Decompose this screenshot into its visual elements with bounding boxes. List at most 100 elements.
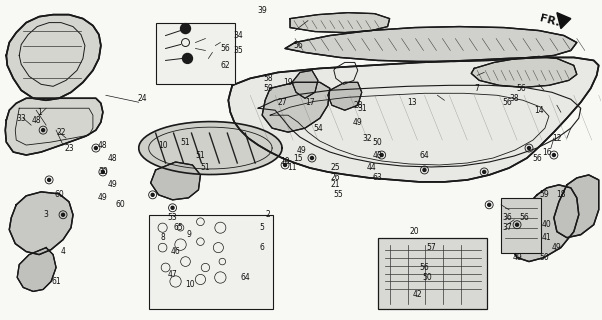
- Text: FR.: FR.: [539, 13, 561, 28]
- Polygon shape: [328, 82, 362, 110]
- Text: 25: 25: [330, 164, 340, 172]
- Circle shape: [48, 179, 51, 181]
- Text: 48: 48: [108, 154, 117, 163]
- Text: 8: 8: [160, 233, 165, 242]
- Polygon shape: [17, 248, 56, 292]
- Text: 60: 60: [116, 200, 126, 209]
- Text: 49: 49: [108, 180, 118, 189]
- Text: 15: 15: [293, 154, 303, 163]
- Text: 56: 56: [502, 98, 512, 107]
- Polygon shape: [285, 27, 577, 61]
- Text: 62: 62: [220, 61, 230, 70]
- Bar: [501, 198, 541, 252]
- Text: 64: 64: [240, 273, 250, 282]
- Text: 51: 51: [181, 138, 190, 147]
- Circle shape: [181, 24, 190, 34]
- Text: 13: 13: [407, 98, 417, 107]
- Text: 50: 50: [423, 273, 432, 282]
- Text: 33: 33: [16, 114, 26, 123]
- Text: 37: 37: [502, 223, 512, 232]
- Text: 10: 10: [185, 280, 195, 289]
- Text: 65: 65: [173, 223, 184, 232]
- Polygon shape: [5, 98, 103, 155]
- Text: 46: 46: [171, 247, 181, 256]
- Text: 40: 40: [542, 220, 552, 229]
- Text: 60: 60: [54, 190, 64, 199]
- Text: 59: 59: [263, 84, 273, 93]
- Text: 44: 44: [367, 164, 377, 172]
- Text: 23: 23: [64, 144, 74, 153]
- Text: 9: 9: [186, 230, 191, 239]
- Text: 41: 41: [542, 233, 552, 242]
- Text: 56: 56: [420, 263, 429, 272]
- Text: 7: 7: [475, 84, 480, 93]
- Text: 20: 20: [410, 227, 420, 236]
- Text: 49: 49: [512, 253, 522, 262]
- Bar: [156, 23, 235, 84]
- Circle shape: [284, 164, 287, 166]
- Text: 2: 2: [265, 210, 270, 219]
- Circle shape: [61, 213, 64, 216]
- Text: 27: 27: [278, 98, 287, 107]
- Circle shape: [483, 171, 486, 173]
- Text: 43: 43: [373, 150, 382, 160]
- Text: 16: 16: [542, 148, 552, 156]
- Text: 49: 49: [297, 146, 307, 155]
- Text: 32: 32: [363, 133, 373, 143]
- Circle shape: [488, 203, 491, 206]
- Polygon shape: [554, 175, 599, 238]
- Text: 26: 26: [330, 173, 340, 182]
- Text: 49: 49: [98, 193, 108, 202]
- Text: 56: 56: [293, 41, 303, 50]
- Text: 1: 1: [37, 108, 42, 117]
- Circle shape: [527, 147, 530, 149]
- Text: 3: 3: [44, 210, 49, 219]
- Text: 57: 57: [427, 243, 436, 252]
- Text: 10: 10: [158, 140, 167, 149]
- Polygon shape: [6, 15, 101, 100]
- Text: 11: 11: [287, 164, 297, 172]
- Text: 53: 53: [168, 213, 178, 222]
- Text: 39: 39: [257, 6, 267, 15]
- Text: 24: 24: [138, 94, 147, 103]
- Polygon shape: [262, 82, 330, 132]
- Polygon shape: [228, 58, 599, 182]
- Text: 56: 56: [532, 154, 542, 163]
- Text: 4: 4: [61, 247, 66, 256]
- Circle shape: [515, 223, 518, 226]
- Text: 42: 42: [413, 290, 423, 299]
- Circle shape: [171, 206, 174, 209]
- Circle shape: [95, 147, 98, 149]
- Polygon shape: [9, 192, 73, 255]
- Text: 61: 61: [51, 277, 61, 286]
- Polygon shape: [139, 122, 282, 174]
- Text: 17: 17: [305, 98, 315, 107]
- Circle shape: [182, 53, 193, 63]
- Polygon shape: [557, 13, 571, 28]
- Text: 18: 18: [556, 190, 566, 199]
- Text: 22: 22: [57, 128, 66, 137]
- Text: 38: 38: [509, 94, 519, 103]
- Text: 35: 35: [234, 46, 243, 55]
- Text: 48: 48: [31, 116, 41, 125]
- Text: 56: 56: [519, 213, 529, 222]
- Text: 56: 56: [516, 84, 526, 93]
- Circle shape: [423, 168, 426, 172]
- Polygon shape: [471, 56, 577, 87]
- Circle shape: [553, 154, 556, 156]
- Circle shape: [101, 171, 104, 173]
- Text: 6: 6: [259, 243, 265, 252]
- Polygon shape: [150, 162, 200, 200]
- Text: 14: 14: [534, 106, 544, 115]
- Polygon shape: [292, 70, 318, 98]
- Text: 48: 48: [98, 140, 108, 149]
- Text: 51: 51: [196, 150, 205, 160]
- Text: 54: 54: [313, 124, 323, 132]
- Circle shape: [380, 154, 383, 156]
- Text: 47: 47: [168, 270, 178, 279]
- Text: 21: 21: [330, 180, 340, 189]
- Text: 59: 59: [539, 190, 549, 199]
- Text: 34: 34: [234, 31, 243, 40]
- Text: 55: 55: [333, 190, 343, 199]
- Circle shape: [311, 156, 314, 159]
